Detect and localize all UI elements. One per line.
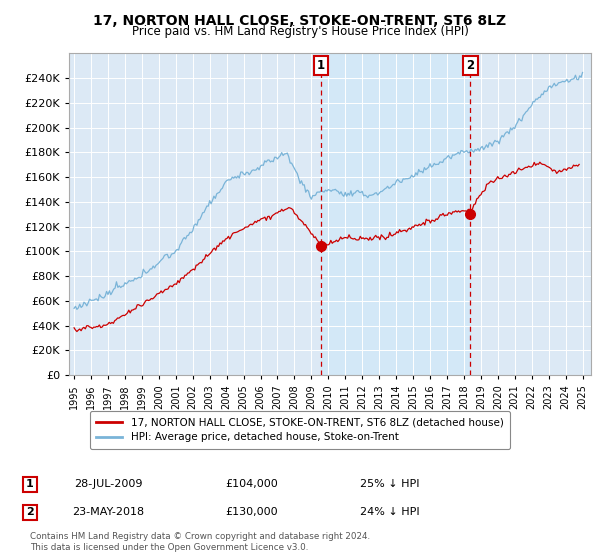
Text: 17, NORTON HALL CLOSE, STOKE-ON-TRENT, ST6 8LZ: 17, NORTON HALL CLOSE, STOKE-ON-TRENT, S… — [94, 14, 506, 28]
Text: Contains HM Land Registry data © Crown copyright and database right 2024.
This d: Contains HM Land Registry data © Crown c… — [30, 533, 370, 552]
Text: 2: 2 — [466, 59, 475, 72]
Text: 23-MAY-2018: 23-MAY-2018 — [72, 507, 144, 517]
Text: 2: 2 — [26, 507, 34, 517]
Text: 28-JUL-2009: 28-JUL-2009 — [74, 479, 142, 489]
Text: £104,000: £104,000 — [226, 479, 278, 489]
Text: 1: 1 — [317, 59, 325, 72]
Text: £130,000: £130,000 — [226, 507, 278, 517]
Text: 1: 1 — [26, 479, 34, 489]
Text: Price paid vs. HM Land Registry's House Price Index (HPI): Price paid vs. HM Land Registry's House … — [131, 25, 469, 38]
Text: 25% ↓ HPI: 25% ↓ HPI — [360, 479, 420, 489]
Bar — [321, 53, 470, 375]
Text: 24% ↓ HPI: 24% ↓ HPI — [360, 507, 420, 517]
Legend: 17, NORTON HALL CLOSE, STOKE-ON-TRENT, ST6 8LZ (detached house), HPI: Average pr: 17, NORTON HALL CLOSE, STOKE-ON-TRENT, S… — [90, 411, 510, 449]
